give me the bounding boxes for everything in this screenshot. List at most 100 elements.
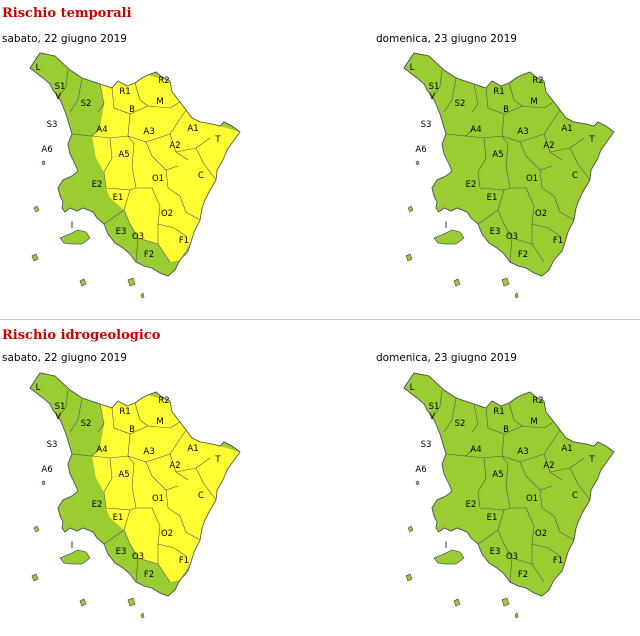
zone-label-o2: O2 xyxy=(161,209,173,219)
island-giannutri xyxy=(140,612,145,619)
zone-label-c: C xyxy=(572,491,578,501)
zone-border xyxy=(103,457,113,509)
zone-border xyxy=(195,147,217,181)
zone-border xyxy=(69,397,83,433)
island-giglio xyxy=(127,277,136,287)
zone-label-e3: E3 xyxy=(490,227,501,237)
zone-label-a6: A6 xyxy=(41,145,52,155)
island-giglio xyxy=(501,597,510,607)
day-label-saturday: sabato, 22 giugno 2019 xyxy=(2,33,127,45)
zone-label-a1: A1 xyxy=(187,124,198,134)
zone-label-t: T xyxy=(588,135,595,145)
zone-border xyxy=(553,515,575,541)
zone-border xyxy=(471,83,479,113)
map-temporali-saturday: L S1 V S2 S3 A6 R1 R2 B M A4 A3 A1 T A2 A5 O1 C E2 E1 O2 I E3 O… xyxy=(20,48,245,302)
tuscany-map: L S1V S2 S3 A6 R1 R2 B M A4 A3 A1 T A2 A5 O1 C E2 E1 O2 I E3 O… xyxy=(403,52,615,299)
zone-border xyxy=(111,407,115,429)
zone-border xyxy=(131,463,137,509)
zone-label-e1: E1 xyxy=(113,513,124,523)
zone-label-r1: R1 xyxy=(119,407,130,417)
zone-border xyxy=(477,457,487,509)
zone-label-a6: A6 xyxy=(415,465,426,475)
zone-label-a2: A2 xyxy=(169,461,180,471)
section-title: Rischio idrogeologico xyxy=(2,328,161,343)
zone-border xyxy=(569,467,591,501)
zone-label-i: I xyxy=(71,221,74,231)
zone-border xyxy=(477,137,487,189)
zone-border xyxy=(485,87,489,109)
zone-border xyxy=(179,195,201,221)
zone-label-e2: E2 xyxy=(466,180,477,190)
zone-label-b: B xyxy=(503,425,509,435)
zone-label-a4: A4 xyxy=(96,445,107,455)
island-giglio xyxy=(127,597,136,607)
zone-border xyxy=(525,187,535,225)
zone-border xyxy=(105,187,152,191)
zone-border xyxy=(147,421,181,429)
zone-label-s1: S1 xyxy=(55,402,66,412)
zone-label-e1: E1 xyxy=(487,193,498,203)
zone-border xyxy=(165,489,181,517)
zone-border xyxy=(443,397,457,433)
zone-label-v: V xyxy=(429,412,435,422)
zone-border xyxy=(505,143,511,189)
zone-label-v: V xyxy=(429,92,435,102)
zone-label-e1: E1 xyxy=(487,513,498,523)
island-elba xyxy=(59,549,91,565)
zone-label-e3: E3 xyxy=(490,547,501,557)
zone-border xyxy=(151,507,161,545)
zone-border xyxy=(111,87,115,109)
zone-label-o3: O3 xyxy=(506,552,518,562)
map-temporali-sunday: L S1 V S2 S3 A6 R1 R2 B M A4 A3 A1 T A2 A5 O1 C E2 E1 O2 I E3 O… xyxy=(394,48,619,302)
zone-label-a3: A3 xyxy=(517,447,528,457)
zone-label-r2: R2 xyxy=(158,396,169,406)
zone-border xyxy=(508,402,523,427)
island-montecristo xyxy=(79,598,87,607)
zone-label-e3: E3 xyxy=(116,547,127,557)
zone-label-a6: A6 xyxy=(41,465,52,475)
zone-border xyxy=(103,137,113,189)
zone-label-o1: O1 xyxy=(526,494,538,504)
zone-border xyxy=(147,101,181,109)
zone-border xyxy=(525,507,535,545)
zone-label-f2: F2 xyxy=(518,570,528,580)
zone-label-a4: A4 xyxy=(96,125,107,135)
island-capraia xyxy=(407,205,414,213)
zone-label-c: C xyxy=(198,491,204,501)
zone-label-i: I xyxy=(71,541,74,551)
zone-label-i: I xyxy=(445,541,448,551)
zone-label-c: C xyxy=(572,171,578,181)
zone-border xyxy=(521,421,555,429)
zone-border xyxy=(105,507,152,511)
zone-border xyxy=(103,209,125,225)
zone-label-o2: O2 xyxy=(535,209,547,219)
day-label-sunday: domenica, 23 giugno 2019 xyxy=(376,33,517,45)
zone-label-m: M xyxy=(156,417,163,427)
zone-label-o1: O1 xyxy=(152,494,164,504)
zone-label-a4: A4 xyxy=(470,445,481,455)
zone-border xyxy=(59,389,69,417)
zone-label-e2: E2 xyxy=(92,180,103,190)
zone-label-l: L xyxy=(36,383,41,393)
zone-border xyxy=(531,223,561,237)
zone-label-s1: S1 xyxy=(55,82,66,92)
zone-label-r2: R2 xyxy=(532,76,543,86)
island-gorgona xyxy=(41,480,46,486)
island-giannutri xyxy=(514,612,519,619)
island-elba xyxy=(433,549,465,565)
island-gorgona xyxy=(415,160,420,166)
map-idrogeologico-saturday: L S1 V S2 S3 A6 R1 R2 B M A4 A3 A1 T A2 A5 O1 C E2 E1 O2 I E3 O… xyxy=(20,368,245,622)
zone-label-a1: A1 xyxy=(561,124,572,134)
zone-border xyxy=(485,407,489,429)
zone-label-o3: O3 xyxy=(506,232,518,242)
zone-border xyxy=(471,403,479,433)
zone-border xyxy=(433,69,443,97)
zone-border xyxy=(131,143,137,189)
zone-border xyxy=(553,195,575,221)
zone-label-o1: O1 xyxy=(526,174,538,184)
zone-label-c: C xyxy=(198,171,204,181)
zone-label-a3: A3 xyxy=(143,127,154,137)
island-montecristo xyxy=(453,278,461,287)
zone-border xyxy=(477,209,499,225)
zone-label-s3: S3 xyxy=(421,120,432,130)
